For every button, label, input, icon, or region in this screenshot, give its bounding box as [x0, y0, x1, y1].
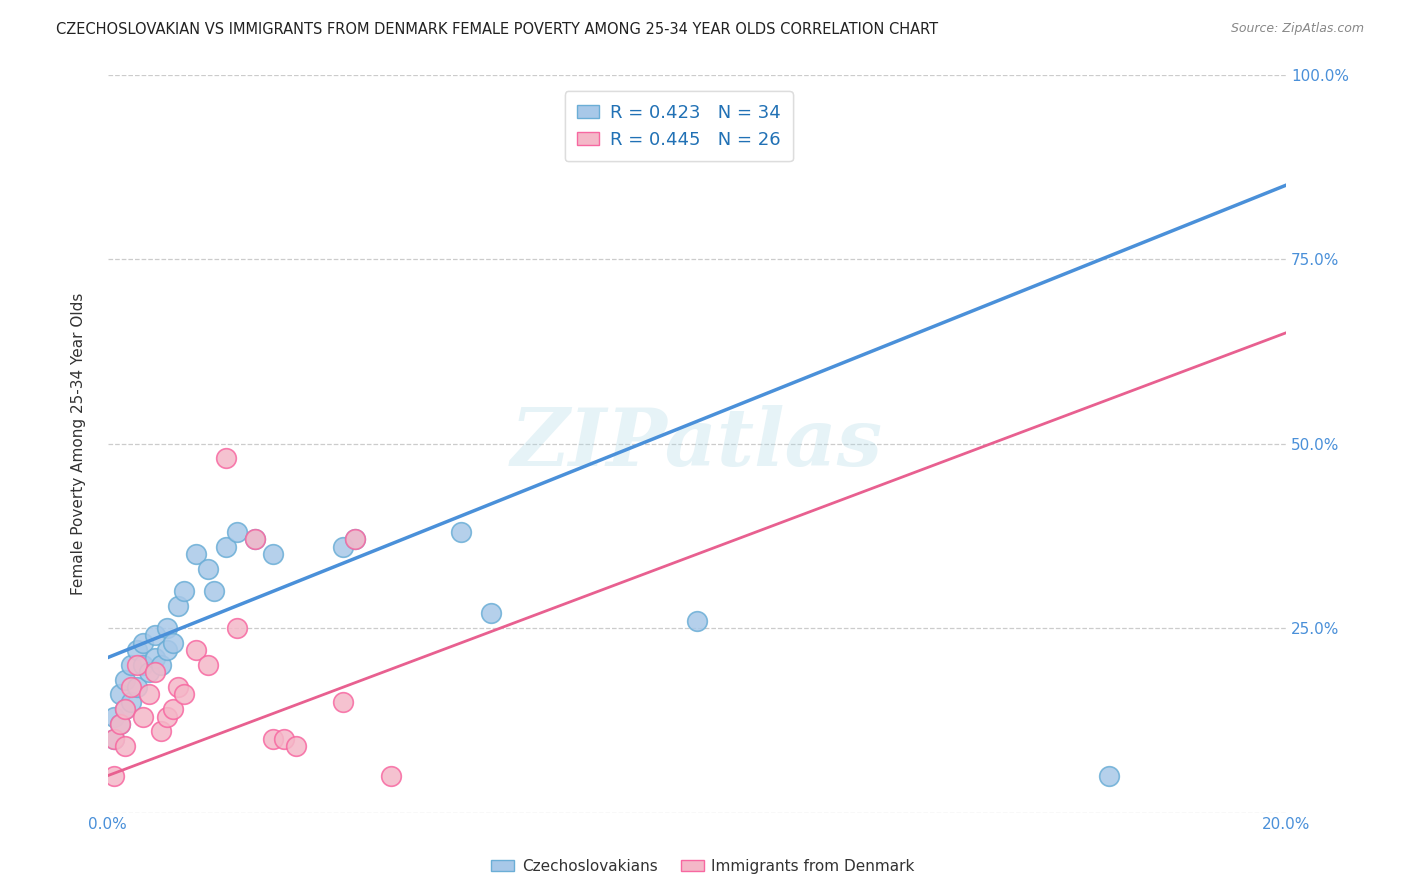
Point — [243, 533, 266, 547]
Point — [108, 717, 131, 731]
Point — [114, 739, 136, 753]
Point — [120, 657, 142, 672]
Point — [138, 665, 160, 680]
Point — [114, 702, 136, 716]
Point — [332, 540, 354, 554]
Legend: Czechoslovakians, Immigrants from Denmark: Czechoslovakians, Immigrants from Denmar… — [485, 853, 921, 880]
Point — [103, 709, 125, 723]
Point — [149, 724, 172, 739]
Point — [450, 525, 472, 540]
Point — [132, 709, 155, 723]
Point — [120, 680, 142, 694]
Point — [143, 650, 166, 665]
Point — [262, 547, 284, 561]
Point — [103, 731, 125, 746]
Point — [156, 709, 179, 723]
Point — [156, 621, 179, 635]
Point — [167, 680, 190, 694]
Point — [143, 665, 166, 680]
Point — [127, 643, 149, 657]
Point — [173, 584, 195, 599]
Point — [214, 540, 236, 554]
Point — [1098, 769, 1121, 783]
Point — [285, 739, 308, 753]
Point — [132, 657, 155, 672]
Point — [214, 451, 236, 466]
Point — [184, 643, 207, 657]
Point — [114, 673, 136, 687]
Point — [162, 636, 184, 650]
Point — [162, 702, 184, 716]
Point — [143, 628, 166, 642]
Point — [273, 731, 295, 746]
Point — [103, 769, 125, 783]
Point — [138, 688, 160, 702]
Point — [127, 680, 149, 694]
Point — [686, 614, 709, 628]
Point — [167, 599, 190, 613]
Point — [149, 657, 172, 672]
Point — [380, 769, 402, 783]
Legend: R = 0.423   N = 34, R = 0.445   N = 26: R = 0.423 N = 34, R = 0.445 N = 26 — [564, 91, 793, 161]
Text: ZIPatlas: ZIPatlas — [510, 405, 883, 483]
Point — [114, 702, 136, 716]
Point — [243, 533, 266, 547]
Y-axis label: Female Poverty Among 25-34 Year Olds: Female Poverty Among 25-34 Year Olds — [72, 293, 86, 595]
Point — [108, 717, 131, 731]
Point — [262, 731, 284, 746]
Point — [127, 657, 149, 672]
Point — [197, 562, 219, 576]
Point — [120, 695, 142, 709]
Point — [108, 688, 131, 702]
Point — [156, 643, 179, 657]
Point — [184, 547, 207, 561]
Point — [226, 525, 249, 540]
Point — [226, 621, 249, 635]
Point — [173, 688, 195, 702]
Text: CZECHOSLOVAKIAN VS IMMIGRANTS FROM DENMARK FEMALE POVERTY AMONG 25-34 YEAR OLDS : CZECHOSLOVAKIAN VS IMMIGRANTS FROM DENMA… — [56, 22, 938, 37]
Text: Source: ZipAtlas.com: Source: ZipAtlas.com — [1230, 22, 1364, 36]
Point — [132, 636, 155, 650]
Point — [103, 731, 125, 746]
Point — [344, 533, 367, 547]
Point — [197, 657, 219, 672]
Point — [202, 584, 225, 599]
Point — [344, 533, 367, 547]
Point — [479, 607, 502, 621]
Point — [332, 695, 354, 709]
